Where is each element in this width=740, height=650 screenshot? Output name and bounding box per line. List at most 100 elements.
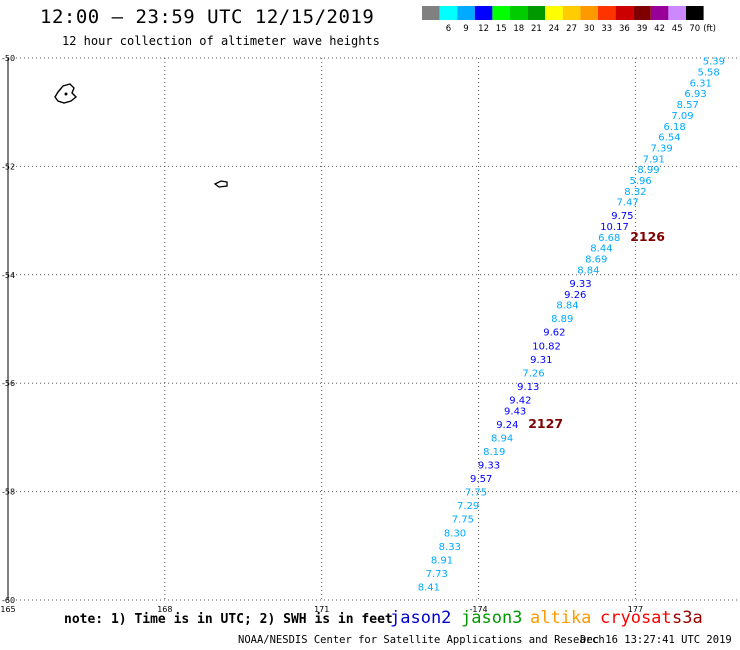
scale-label-12: 12 [478,24,489,34]
wave-height-value-34: 9.33 [478,461,500,472]
scale-swatch-33 [598,6,616,20]
scale-swatch-12 [474,6,493,20]
satellite-s3a-label: s3a [672,608,703,628]
wave-height-value-29: 9.42 [509,395,531,406]
wave-height-value-37: 7.29 [457,501,479,512]
footer-note: note: 1) Time is in UTC; 2) SWH is in fe… [64,612,393,627]
scale-label-6: 6 [446,24,451,34]
wave-height-value-17: 8.44 [590,244,612,255]
lon-label--174: -174 [469,605,487,614]
lat-label--60: -60 [2,596,15,605]
wave-height-value-18: 8.69 [585,255,607,266]
auckland-islands-detail-icon [64,92,68,96]
lat-label--52: -52 [2,162,15,171]
wave-height-value-20: 9.33 [569,279,591,290]
wave-height-value-26: 9.31 [530,355,552,366]
wave-height-value-36: 7.75 [465,488,487,499]
satellite-jason2-label: jason2 [390,608,452,628]
credit-line: NOAA/NESDIS Center for Satellite Applica… [238,634,605,646]
wave-height-value-38: 7.75 [452,515,474,526]
wave-height-value-31: 9.24 [496,420,518,431]
scale-label-15: 15 [496,24,507,34]
scale-swatch-3 [422,6,440,20]
lon-label-171: 171 [314,605,329,614]
wave-height-value-15: 10.17 [600,222,629,233]
scale-label-70: 70 [689,24,700,34]
scale-swatch-6 [439,6,458,20]
wave-height-value-40: 8.33 [439,542,461,553]
satellite-cryosat-label: cryosat [600,608,672,628]
wave-height-value-19: 8.84 [577,265,599,276]
page-subtitle: 12 hour collection of altimeter wave hei… [62,34,380,48]
scale-swatch-21 [527,6,546,20]
lat-label--56: -56 [2,379,15,388]
scale-label-9: 9 [463,24,468,34]
wave-height-value-30: 9.43 [504,406,526,417]
wave-height-value-25: 10.82 [532,341,561,352]
satellite-altika-label: altika [530,608,592,628]
scale-label-45: 45 [672,24,683,34]
scale-label-27: 27 [566,24,577,34]
wave-height-value-22: 8.84 [556,301,578,312]
scale-swatch-45 [668,6,686,20]
scale-swatch-70 [686,6,704,20]
wave-height-value-11: 5.96 [630,176,652,187]
wave-height-value-21: 9.26 [564,290,586,301]
scale-label-36: 36 [619,24,630,34]
scale-label-24: 24 [549,24,560,34]
wave-height-value-12: 8.32 [624,187,646,198]
wave-height-value-16: 6.68 [598,233,620,244]
wave-height-value-39: 8.30 [444,528,466,539]
wave-height-value-43: 8.41 [418,582,440,593]
wave-height-value-8: 7.39 [650,143,672,154]
scale-label-33: 33 [601,24,612,34]
scale-label-30: 30 [584,24,595,34]
scale-swatch-36 [615,6,634,20]
scale-swatch-9 [457,6,475,20]
pass-number-label-1: 2127 [528,416,563,431]
wave-height-value-42: 7.73 [426,569,448,580]
auckland-islands-icon [54,83,78,104]
scale-swatch-27 [562,6,581,20]
scale-unit-label: (ft) [703,24,716,34]
color-scale-legend: 6 9 12 15 18 21 24 27 30 33 36 39 42 45 70 (ft) [422,6,716,34]
wave-height-value-3: 6.93 [684,89,706,100]
wave-height-value-9: 7.91 [643,154,665,165]
scale-label-39: 39 [637,24,648,34]
lon-label-177: 177 [628,605,643,614]
satellite-jason3-label: jason3 [461,608,523,628]
wave-height-value-14: 9.75 [611,211,633,222]
scale-swatch-18 [510,6,528,20]
wave-height-value-7: 6.54 [658,133,680,144]
wave-height-value-1: 5.58 [697,68,719,79]
wave-height-value-27: 7.26 [522,368,544,379]
wave-height-value-5: 7.09 [671,111,693,122]
scale-label-42: 42 [654,24,665,34]
scale-label-21: 21 [531,24,542,34]
wave-height-value-35: 9.57 [470,474,492,485]
wave-height-value-28: 9.13 [517,382,539,393]
scale-label-18: 18 [513,24,524,34]
wave-height-value-23: 8.89 [551,314,573,325]
scale-swatch-39 [633,6,651,20]
scale-swatch-30 [580,6,598,20]
lat-label--58: -58 [2,488,15,497]
generation-timestamp: Dec 16 13:27:41 UTC 2019 [580,634,732,646]
wave-height-value-13: 7.47 [616,198,638,209]
campbell-island-icon [213,180,228,188]
pass-number-label-0: 2126 [630,229,665,244]
wave-height-value-33: 8.19 [483,447,505,458]
lat-label--54: -54 [2,271,15,280]
lon-label-168: 168 [157,605,172,614]
wave-height-value-41: 8.91 [431,555,453,566]
wave-height-value-32: 8.94 [491,433,513,444]
scale-swatch-24 [545,6,563,20]
wave-height-value-24: 9.62 [543,328,565,339]
scale-swatch-15 [492,6,510,20]
wave-height-value-0: 5.39 [703,57,725,68]
scale-swatch-42 [650,6,669,20]
lon-label-165: 165 [0,605,15,614]
wave-height-value-2: 6.31 [690,78,712,89]
